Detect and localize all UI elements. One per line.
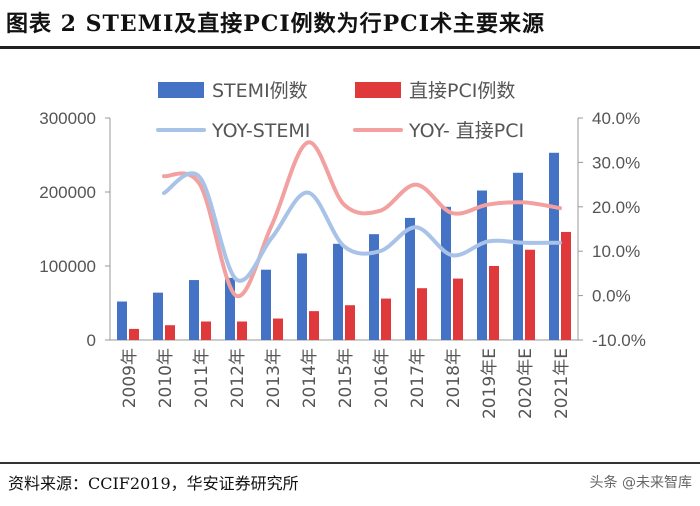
bar-stemi [333, 243, 343, 340]
y-left-tick-label: 200000 [39, 183, 96, 202]
y-left-tick-label: 300000 [39, 109, 96, 128]
bar-stemi [117, 301, 127, 340]
bar-pci [345, 305, 355, 340]
legend-label: YOY- 直接PCI [408, 120, 524, 142]
x-tick-label: 2015年 [336, 348, 356, 408]
bar-pci [165, 325, 175, 340]
legend-label: 直接PCI例数 [409, 80, 515, 102]
chart-axes [109, 118, 579, 341]
y-left-tick-label: 100000 [39, 257, 96, 276]
legend-swatch [355, 82, 401, 98]
x-tick-label: 2012年 [228, 348, 248, 408]
source-rule [0, 462, 700, 464]
bar-pci [489, 266, 499, 340]
bar-pci [453, 278, 463, 340]
line-yoy-stemi [162, 171, 562, 283]
x-tick-label: 2014年 [300, 348, 320, 408]
y-right-tick-label: 20.0% [592, 198, 640, 217]
x-tick-label: 2021年E [552, 348, 572, 419]
y-right-tick-label: -10.0% [592, 331, 646, 350]
bar-pci [525, 249, 535, 340]
bar-stemi [369, 234, 379, 340]
bar-stemi [549, 152, 559, 340]
chart-bars [117, 152, 571, 340]
x-tick-label: 2018年 [444, 348, 464, 408]
bar-stemi [153, 292, 163, 340]
bar-stemi [441, 206, 451, 340]
chart-title: 图表 2 STEMI及直接PCI例数为行PCI术主要来源 [6, 11, 545, 37]
bar-stemi [261, 269, 271, 340]
bar-pci [561, 231, 571, 340]
bar-stemi [297, 253, 307, 340]
bar-pci [273, 318, 283, 340]
bar-stemi [405, 217, 415, 340]
x-tick-label: 2009年 [120, 348, 140, 408]
bar-pci [417, 288, 427, 340]
x-tick-label: 2013年 [264, 348, 284, 408]
legend-label: STEMI例数 [212, 80, 308, 102]
y-right-tick-label: 40.0% [592, 109, 640, 128]
bar-stemi [225, 277, 235, 340]
title-rule [0, 46, 700, 49]
x-tick-label: 2010年 [156, 348, 176, 408]
legend-label: YOY-STEMI [211, 120, 310, 142]
chart-legend: STEMI例数 直接PCI例数 YOY-STEMI YOY- 直接PCI [156, 80, 524, 142]
source-note: 资料来源：CCIF2019，华安证券研究所 [8, 474, 299, 493]
watermark: 头条 @未来智库 [589, 475, 692, 491]
y-left-tick-label: 0 [87, 331, 96, 350]
legend-swatch [158, 82, 204, 98]
bar-stemi [513, 172, 523, 340]
x-tick-label: 2019年E [480, 348, 500, 419]
bar-pci [129, 328, 139, 340]
bar-stemi [189, 280, 199, 340]
bar-pci [381, 298, 391, 340]
x-tick-label: 2017年 [408, 348, 428, 408]
chart-canvas: 0 100000 200000 300000 -10.0% 0.0% 10.0% 20.0% 3… [39, 80, 646, 419]
y-right-tick-label: 30.0% [592, 153, 640, 172]
chart-ticks: 0 100000 200000 300000 -10.0% 0.0% 10.0% 20.0% 3… [39, 109, 646, 419]
y-right-tick-label: 10.0% [592, 242, 640, 261]
y-right-tick-label: 0.0% [592, 287, 631, 306]
bar-stemi [477, 190, 487, 340]
x-tick-label: 2020年E [516, 348, 536, 419]
chart-lines [162, 140, 562, 298]
x-tick-label: 2016年 [372, 348, 392, 408]
bar-pci [201, 321, 211, 340]
line-yoy-pci [162, 140, 562, 298]
x-tick-label: 2011年 [192, 348, 212, 408]
bar-pci [309, 311, 319, 340]
bar-pci [237, 321, 247, 340]
